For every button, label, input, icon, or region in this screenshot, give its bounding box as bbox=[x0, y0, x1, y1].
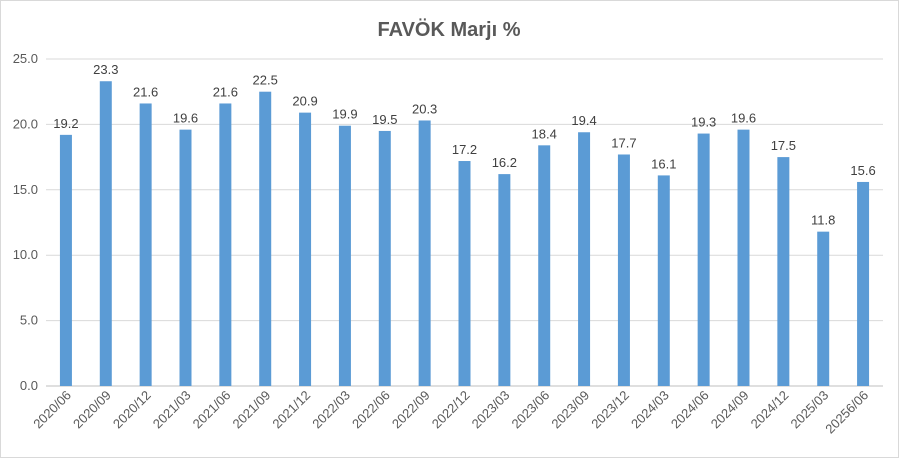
y-tick-label: 10.0 bbox=[13, 247, 38, 262]
bar bbox=[378, 130, 391, 386]
bar bbox=[617, 154, 630, 386]
bar bbox=[498, 174, 511, 386]
data-label: 19.4 bbox=[571, 113, 596, 128]
bar bbox=[777, 157, 790, 386]
x-tick-label: 2020/06 bbox=[30, 388, 74, 432]
data-label: 19.2 bbox=[53, 116, 78, 131]
bar bbox=[219, 103, 232, 387]
bars bbox=[59, 81, 870, 387]
data-label: 17.5 bbox=[771, 138, 796, 153]
data-label: 20.3 bbox=[412, 101, 437, 116]
bar bbox=[99, 81, 112, 387]
y-tick-label: 15.0 bbox=[13, 182, 38, 197]
x-tick-label: 2023/12 bbox=[588, 388, 632, 432]
data-label: 18.4 bbox=[532, 126, 557, 141]
x-tick-label: 2021/03 bbox=[150, 388, 194, 432]
bar bbox=[737, 129, 750, 386]
bar bbox=[338, 125, 351, 386]
x-tick-label: 2021/06 bbox=[190, 388, 234, 432]
x-tick-label: 2024/12 bbox=[748, 388, 792, 432]
y-tick-label: 0.0 bbox=[20, 378, 38, 393]
x-tick-label: 2024/06 bbox=[668, 388, 712, 432]
data-label: 22.5 bbox=[253, 73, 278, 88]
bar bbox=[657, 175, 670, 386]
x-tick-label: 2022/09 bbox=[389, 388, 433, 432]
bar bbox=[59, 134, 72, 386]
data-label: 19.6 bbox=[173, 111, 198, 126]
bar bbox=[418, 120, 431, 386]
bar bbox=[458, 161, 471, 386]
bar bbox=[697, 133, 710, 386]
data-label: 19.5 bbox=[372, 112, 397, 127]
data-label: 19.6 bbox=[731, 111, 756, 126]
y-tick-label: 5.0 bbox=[20, 313, 38, 328]
data-label: 21.6 bbox=[213, 84, 238, 99]
x-tick-label: 2021/09 bbox=[229, 388, 273, 432]
bar bbox=[817, 231, 830, 386]
bar bbox=[538, 145, 551, 386]
data-label: 21.6 bbox=[133, 84, 158, 99]
x-tick-label: 2023/09 bbox=[548, 388, 592, 432]
x-tick-label: 2024/09 bbox=[708, 388, 752, 432]
data-label: 17.2 bbox=[452, 142, 477, 157]
x-tick-label: 2023/06 bbox=[508, 388, 552, 432]
data-label: 15.6 bbox=[850, 163, 875, 178]
data-label: 16.1 bbox=[651, 156, 676, 171]
bar bbox=[857, 181, 870, 386]
data-label: 23.3 bbox=[93, 62, 118, 77]
bar bbox=[578, 132, 591, 386]
x-tick-label: 2020/12 bbox=[110, 388, 154, 432]
x-tick-label: 2021/12 bbox=[269, 388, 313, 432]
chart-title: FAVÖK Marjı % bbox=[378, 18, 521, 41]
y-axis-ticks: 0.0 5.0 10.0 15.0 20.0 25.0 bbox=[13, 51, 38, 393]
x-tick-label: 2020/09 bbox=[70, 388, 114, 432]
x-tick-label: 20256/06 bbox=[822, 388, 871, 437]
x-tick-label: 2022/03 bbox=[309, 388, 353, 432]
data-label: 17.7 bbox=[611, 135, 636, 150]
bar bbox=[299, 112, 312, 387]
data-label: 19.3 bbox=[691, 115, 716, 130]
bar bbox=[139, 103, 152, 387]
x-tick-label: 2024/03 bbox=[628, 388, 672, 432]
data-label: 20.9 bbox=[292, 94, 317, 109]
y-tick-label: 25.0 bbox=[13, 51, 38, 66]
data-label: 16.2 bbox=[492, 155, 517, 170]
y-tick-label: 20.0 bbox=[13, 116, 38, 131]
data-label: 19.9 bbox=[332, 107, 357, 122]
x-tick-label: 2022/12 bbox=[429, 388, 473, 432]
data-labels: 19.2 23.3 21.6 19.6 21.6 22.5 20.9 19.9 19.5 20.3… bbox=[53, 62, 875, 227]
data-label: 11.8 bbox=[811, 213, 835, 228]
bar bbox=[259, 91, 272, 386]
x-axis-ticks: 2020/062020/092020/122021/032021/062021/… bbox=[30, 388, 871, 437]
x-tick-label: 2023/03 bbox=[469, 388, 513, 432]
bar bbox=[179, 129, 192, 386]
x-tick-label: 2022/06 bbox=[349, 388, 393, 432]
